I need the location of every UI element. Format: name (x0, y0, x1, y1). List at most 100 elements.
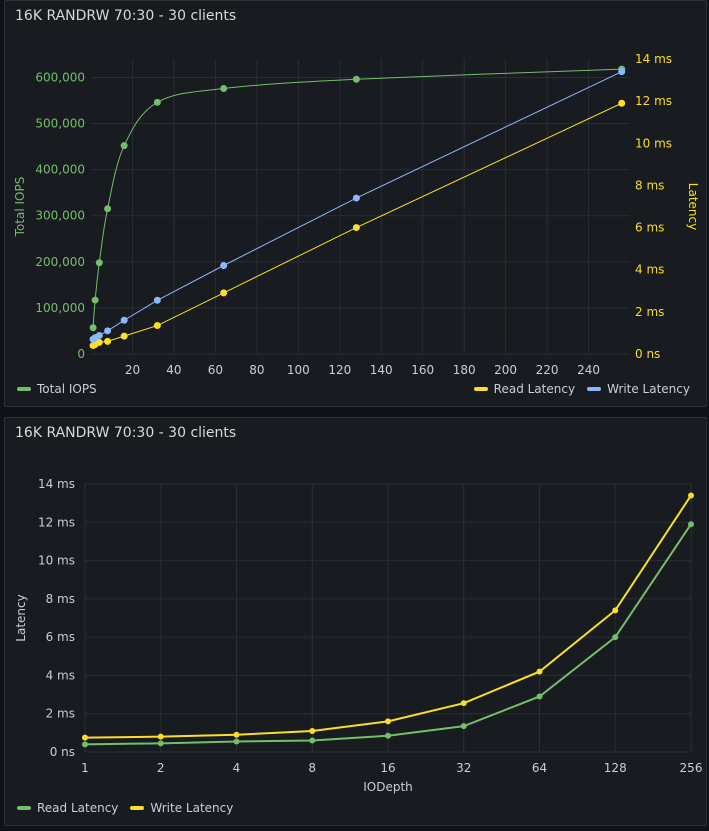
data-point-write-latency (153, 296, 161, 304)
y-right-tick-label: 10 ms (635, 136, 672, 150)
data-point-total-iops (91, 296, 99, 304)
y-left-tick-label: 400,000 (35, 163, 85, 177)
x-tick-label: 180 (453, 363, 476, 377)
x-tick-label: 100 (287, 363, 310, 377)
data-point-total-iops (104, 205, 112, 213)
latency-vs-iodepth-panel: 16K RANDRW 70:30 - 30 clients 0 ns 2 ms 4 … (4, 417, 707, 826)
y-left-tick-label: 300,000 (35, 209, 85, 223)
y-left-tick-label: 600,000 (35, 70, 85, 84)
data-point-read-latency (460, 723, 467, 730)
legend-label: Read Latency (493, 382, 576, 396)
y-tick-label: 12 ms (38, 515, 75, 529)
data-point-write-latency (460, 700, 467, 707)
latency-iodepth-chart: 0 ns 2 ms 4 ms 6 ms 8 ms 10 ms 12 ms 14 ms 1 2 4 8 1… (14, 477, 703, 794)
data-point-total-iops (89, 324, 97, 332)
x-tick-label: 240 (577, 363, 600, 377)
data-point-write-latency (220, 262, 228, 269)
data-point-read-latency (82, 741, 88, 748)
data-point-read-latency (233, 738, 240, 745)
x-tick-label: 128 (604, 761, 627, 775)
legend-swatch (17, 806, 31, 810)
data-point-read-latency (309, 737, 316, 744)
data-point-read-latency (120, 332, 128, 340)
data-point-write-latency (536, 668, 543, 675)
data-point-read-latency (352, 224, 360, 232)
series-line-total-iops (92, 68, 622, 328)
x-tick-label: 120 (328, 363, 351, 377)
series-line-write-latency (92, 71, 622, 340)
data-point-write-latency (120, 316, 128, 324)
data-point-total-iops (153, 98, 161, 106)
legend-item-total-iops[interactable]: Total IOPS (17, 382, 97, 396)
legend-item-read-latency[interactable]: Read Latency (473, 382, 576, 396)
legend-label: Write Latency (607, 382, 690, 396)
legend-label: Write Latency (150, 801, 234, 815)
y-tick-label: 14 ms (38, 477, 75, 491)
data-point-read-latency (612, 634, 619, 641)
y-left-tick-label: 100,000 (35, 301, 85, 315)
x-tick-label: 200 (494, 363, 517, 377)
data-point-read-latency (536, 693, 543, 700)
data-point-total-iops (220, 85, 228, 92)
data-point-write-latency (309, 727, 316, 734)
data-point-read-latency (153, 322, 161, 330)
legend-swatch (587, 387, 602, 391)
panel-title[interactable]: 16K RANDRW 70:30 - 30 clients (15, 425, 237, 441)
y-tick-label: 10 ms (38, 554, 75, 568)
legend-item-read-latency[interactable]: Read Latency (17, 801, 118, 815)
y-right-tick-label: 14 ms (635, 52, 672, 66)
y-tick-label: 4 ms (46, 668, 75, 682)
y-left-tick-label: 0 (77, 347, 85, 361)
x-tick-label: 160 (411, 363, 434, 377)
x-tick-label: 140 (370, 363, 393, 377)
y-tick-label: 2 ms (46, 707, 75, 721)
y-right-tick-label: 4 ms (635, 263, 664, 277)
y-right-tick-label: 6 ms (635, 221, 664, 235)
x-tick-label: 8 (308, 761, 316, 775)
x-tick-label: 1 (81, 761, 89, 775)
legend-item-write-latency[interactable]: Write Latency (587, 382, 690, 396)
legend-swatch (130, 806, 145, 810)
legend-left: Read Latency Write Latency (17, 801, 233, 815)
y-left-axis-label: Total IOPS (13, 177, 27, 238)
y-right-tick-label: 12 ms (635, 94, 672, 108)
legend-swatch (17, 387, 31, 391)
data-point-read-latency (157, 740, 164, 747)
x-tick-label: 2 (157, 761, 165, 775)
data-point-write-latency (233, 731, 240, 738)
x-tick-label: 80 (249, 363, 264, 377)
legend-label: Total IOPS (37, 382, 97, 396)
y-left-tick-label: 500,000 (35, 117, 85, 131)
panel-title[interactable]: 16K RANDRW 70:30 - 30 clients (15, 8, 237, 24)
y-right-tick-label: 2 ms (635, 305, 664, 319)
data-point-read-latency (618, 99, 626, 107)
y-tick-label: 0 ns (50, 745, 75, 759)
x-tick-label: 256 (680, 761, 703, 775)
x-axis-label: IODepth (363, 780, 413, 794)
data-point-write-latency (95, 331, 103, 339)
data-point-write-latency (157, 733, 164, 740)
data-point-read-latency (95, 338, 103, 346)
data-point-total-iops (95, 259, 103, 267)
data-point-write-latency (688, 492, 694, 499)
x-tick-label: 60 (208, 363, 223, 377)
data-point-total-iops (120, 142, 128, 150)
data-point-write-latency (352, 194, 360, 202)
legend-swatch (473, 387, 488, 391)
x-tick-label: 64 (532, 761, 547, 775)
legend-left: Total IOPS (17, 382, 97, 396)
x-tick-label: 4 (233, 761, 241, 775)
data-point-read-latency (688, 521, 694, 528)
y-right-tick-label: 8 ms (635, 178, 664, 192)
data-point-total-iops (352, 75, 360, 83)
x-tick-label: 220 (536, 363, 559, 377)
data-point-write-latency (612, 607, 619, 614)
data-point-write-latency (618, 68, 626, 76)
iops-latency-panel: 16K RANDRW 70:30 - 30 clients 0 100,000 20… (4, 0, 707, 407)
x-tick-label: 16 (380, 761, 395, 775)
y-right-axis-label: Latency (686, 183, 700, 230)
legend-item-write-latency[interactable]: Write Latency (130, 801, 233, 815)
y-tick-label: 8 ms (46, 592, 75, 606)
data-point-read-latency (104, 337, 112, 345)
x-tick-label: 32 (456, 761, 471, 775)
